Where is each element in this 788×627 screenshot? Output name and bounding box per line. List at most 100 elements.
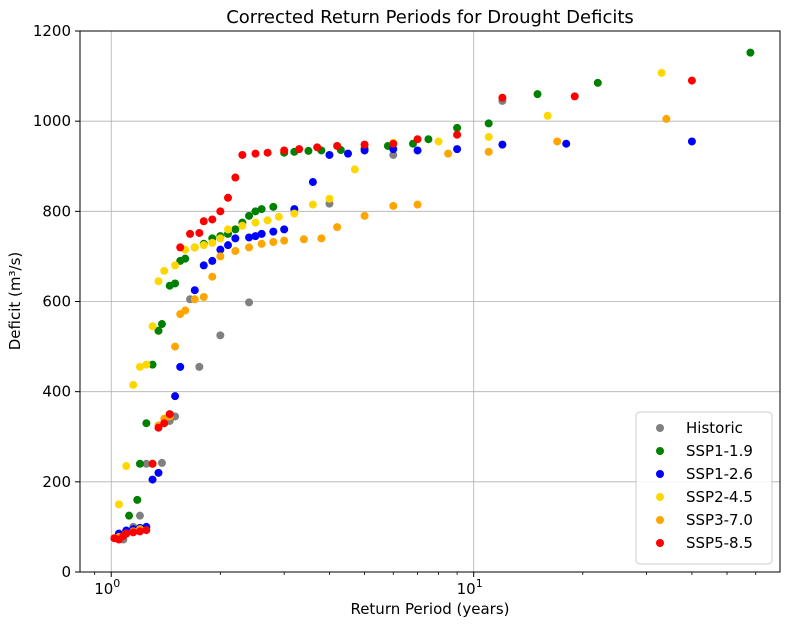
data-point (360, 146, 369, 155)
data-point (290, 209, 299, 218)
legend-label: SSP5-8.5 (686, 534, 753, 552)
data-point (313, 143, 322, 152)
y-tick-label: 400 (42, 383, 71, 401)
y-tick-label: 1000 (33, 112, 71, 130)
data-point (135, 459, 144, 468)
data-point (245, 243, 254, 252)
data-point (562, 139, 571, 148)
data-point (171, 342, 180, 351)
data-point (181, 306, 190, 315)
legend-label: SSP2-4.5 (686, 488, 753, 506)
data-point (216, 207, 225, 216)
data-point (389, 139, 398, 148)
data-point (157, 320, 166, 329)
data-point (122, 462, 131, 471)
data-point (129, 380, 138, 389)
data-point (280, 236, 289, 245)
data-point (453, 145, 462, 154)
data-point (245, 233, 254, 242)
legend-label: Historic (686, 419, 743, 437)
legend-box (635, 411, 773, 565)
data-point (484, 147, 493, 156)
data-point (142, 360, 151, 369)
data-point (269, 202, 278, 211)
data-point (257, 229, 266, 238)
data-point (238, 150, 247, 159)
data-point (154, 277, 163, 286)
data-point (453, 123, 462, 132)
data-point (133, 495, 142, 504)
data-point (190, 243, 199, 252)
data-point (434, 137, 443, 146)
data-point (186, 229, 195, 238)
data-point (280, 146, 289, 155)
data-point (257, 205, 266, 214)
data-point (389, 201, 398, 210)
legend-marker (656, 447, 664, 455)
data-point (687, 76, 696, 85)
data-point (263, 216, 272, 225)
data-point (216, 252, 225, 261)
x-tick-label: 100 (94, 577, 120, 598)
series-historic (114, 96, 507, 544)
data-point (208, 238, 217, 247)
data-point (154, 326, 163, 335)
y-tick-label: 600 (42, 293, 71, 311)
data-point (181, 254, 190, 263)
data-point (154, 468, 163, 477)
data-point (148, 459, 157, 468)
data-point (657, 68, 666, 77)
data-point (308, 178, 317, 187)
data-point (142, 419, 151, 428)
data-point (444, 149, 453, 158)
data-point (208, 256, 217, 265)
data-point (142, 526, 151, 535)
data-point (195, 362, 204, 371)
data-point (413, 146, 422, 155)
x-tick-label: 101 (457, 577, 483, 598)
y-tick-label: 0 (61, 563, 71, 581)
data-point (238, 221, 247, 230)
data-point (135, 362, 144, 371)
data-point (308, 200, 317, 209)
data-point (570, 92, 579, 101)
data-point (350, 165, 359, 174)
data-point (543, 111, 552, 120)
data-point (148, 360, 157, 369)
data-point (114, 500, 123, 509)
data-point (245, 298, 254, 307)
y-tick-label: 1200 (33, 22, 71, 40)
data-point (304, 146, 313, 155)
legend-label: SSP3-7.0 (686, 511, 753, 529)
data-point (553, 137, 562, 146)
data-point (231, 173, 240, 182)
data-point (231, 225, 240, 234)
data-point (687, 137, 696, 146)
data-point (199, 241, 208, 250)
data-point (413, 135, 422, 144)
data-point (142, 459, 151, 468)
data-point (208, 215, 217, 224)
data-point (424, 135, 433, 144)
data-point (295, 145, 304, 154)
data-point (135, 527, 144, 536)
data-point (251, 232, 260, 241)
data-point (333, 223, 342, 232)
data-point (199, 261, 208, 270)
data-point (195, 228, 204, 237)
data-point (154, 423, 163, 432)
data-point (360, 140, 369, 149)
data-point (484, 132, 493, 141)
data-point (157, 458, 166, 467)
data-point (280, 225, 289, 234)
data-point (176, 362, 185, 371)
series-ssp5-8-5 (110, 76, 696, 544)
data-point (251, 218, 260, 227)
data-point (413, 200, 422, 209)
data-point (165, 410, 174, 419)
data-point (216, 234, 225, 243)
data-point (317, 234, 326, 243)
data-point (171, 279, 180, 288)
legend-marker (656, 516, 664, 524)
